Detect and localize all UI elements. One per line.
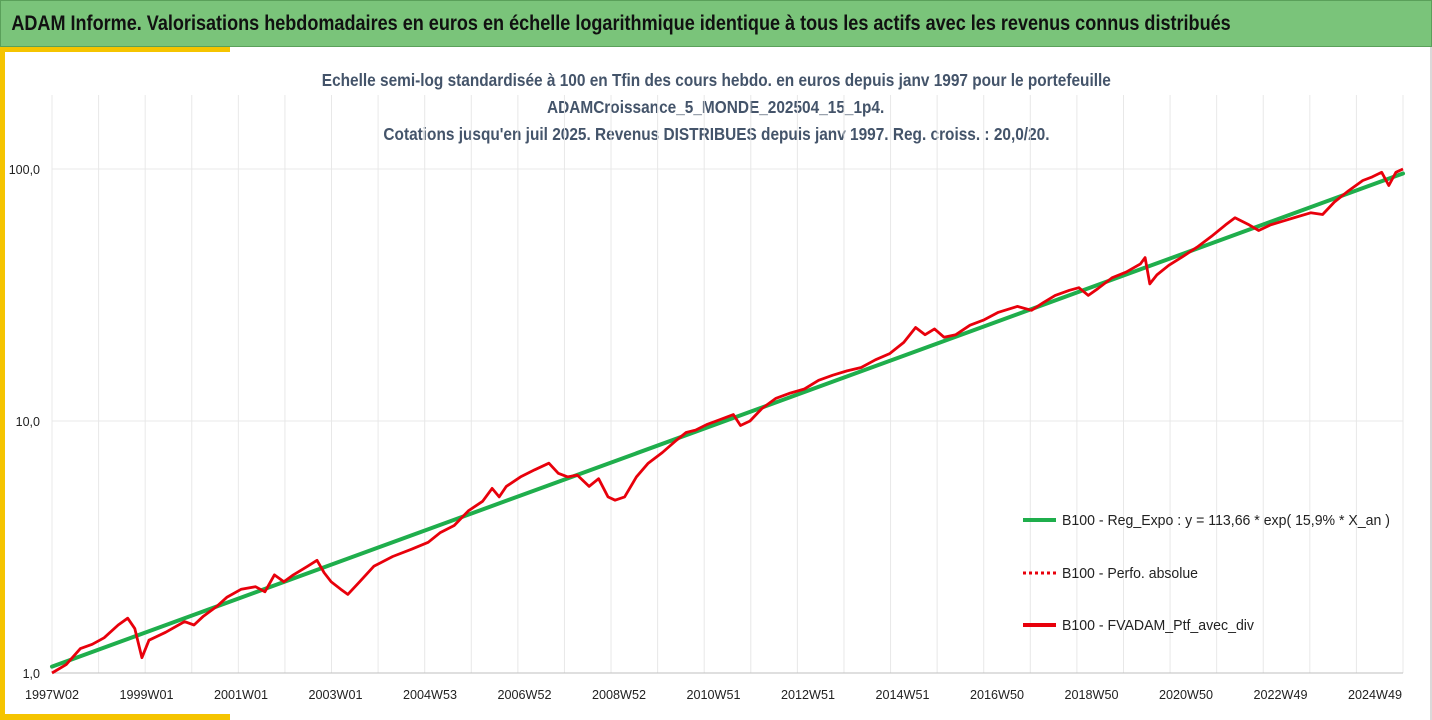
legend-item-perfo-absolue-label: B100 - Perfo. absolue <box>1062 565 1198 582</box>
x-tick-label: 2001W01 <box>214 688 268 702</box>
x-tick-label: 2004W53 <box>403 688 457 702</box>
y-tick-label: 100,0 <box>9 163 40 177</box>
accent-bar-bottom <box>0 714 230 720</box>
x-tick-label: 2010W51 <box>687 688 741 702</box>
y-tick-label: 10,0 <box>16 415 40 429</box>
banner-title: ADAM Informe. Valorisations hebdomadaire… <box>11 11 1231 35</box>
x-tick-label: 1999W01 <box>120 688 174 702</box>
x-tick-label: 2006W52 <box>498 688 552 702</box>
chart-title-line-1: Echelle semi-log standardisée à 100 en T… <box>321 70 1111 90</box>
x-tick-label: 2016W50 <box>970 688 1024 702</box>
x-tick-label: 2022W49 <box>1254 688 1308 702</box>
x-tick-label: 2003W01 <box>309 688 363 702</box>
legend-item-fvadam-ptf-label: B100 - FVADAM_Ptf_avec_div <box>1062 617 1254 634</box>
x-tick-label: 2020W50 <box>1159 688 1213 702</box>
x-tick-label: 2014W51 <box>876 688 930 702</box>
banner: ADAM Informe. Valorisations hebdomadaire… <box>0 0 1432 47</box>
x-tick-label: 2012W51 <box>781 688 835 702</box>
chart-title-line-2: ADAMCroissance_5_MONDE_202504_15_1p4. <box>547 97 885 117</box>
accent-bar-left <box>0 47 5 720</box>
accent-bar-top <box>0 47 230 52</box>
x-tick-label: 2008W52 <box>592 688 646 702</box>
x-tick-label: 2024W49 <box>1348 688 1402 702</box>
frame-right-border <box>1430 47 1432 720</box>
legend-item-reg-expo-label: B100 - Reg_Expo : y = 113,66 * exp( 15,9… <box>1062 512 1390 529</box>
y-tick-label: 1,0 <box>23 667 40 681</box>
x-tick-label: 1997W02 <box>25 688 79 702</box>
series-line-reg-expo <box>50 171 1405 669</box>
x-tick-label: 2018W50 <box>1065 688 1119 702</box>
chart-title-line-3: Cotations jusqu'en juil 2025. Revenus DI… <box>382 124 1050 144</box>
series-line-fvadam-ptf <box>51 167 1404 675</box>
